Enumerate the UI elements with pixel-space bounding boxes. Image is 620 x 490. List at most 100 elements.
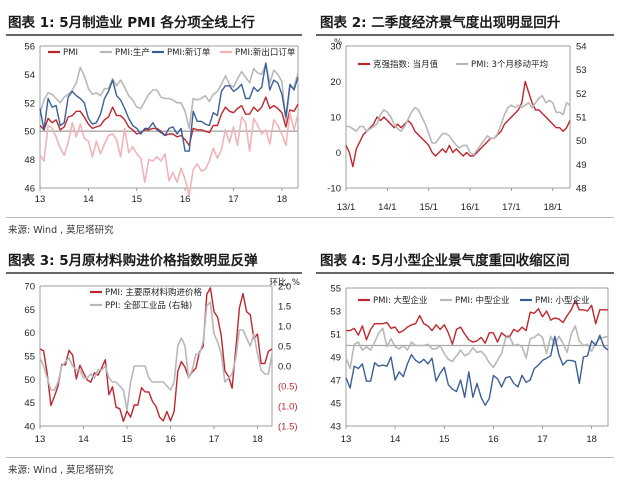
y-right-tick-label: 51	[576, 113, 587, 124]
y-tick-label: 56	[24, 42, 35, 53]
y-tick-label: 43	[330, 422, 341, 433]
x-tick-label: 13	[35, 434, 46, 445]
y-right-tick-label: 54	[576, 42, 587, 53]
x-tick-label: 13	[35, 194, 46, 205]
legend-label-1: PMI: 中型企业	[455, 295, 510, 306]
y-tick-label: 53	[330, 307, 341, 318]
y-right-tick-label: 1.0	[278, 322, 291, 333]
x-tick-label: 18	[586, 434, 597, 445]
legend-label-2: PMI: 小型企业	[535, 295, 590, 306]
legend-label-0: PMI: 大型企业	[373, 295, 428, 306]
chart-title-2: 图表 2: 二季度经济景气度出现明显回升	[320, 15, 561, 31]
y-right-tick-label: 49	[576, 160, 587, 171]
x-tick-label: 18	[277, 194, 288, 205]
x-tick-label: 17	[537, 434, 548, 445]
title-rule-4	[316, 272, 614, 274]
y-right-tick-label: 0.0	[278, 362, 291, 373]
y-tick-label: 47	[330, 376, 341, 387]
title-rule-3	[6, 272, 302, 274]
y-tick-label: 46	[24, 184, 35, 195]
y-tick-label: 45	[24, 398, 35, 409]
series-line-2	[39, 62, 299, 152]
x-tick-label: 18/1	[544, 202, 563, 213]
y-tick-label: 49	[330, 353, 341, 364]
y-right-tick-label: (0.5)	[278, 382, 298, 393]
chart-title-1: 图表 1: 5月制造业 PMI 各分项全线上行	[8, 15, 255, 31]
x-tick-label: 16	[180, 194, 191, 205]
x-tick-label: 16/1	[461, 202, 480, 213]
title-rule-2	[316, 34, 614, 36]
y-tick-label: -10	[327, 184, 341, 195]
y-tick-label: 51	[330, 330, 341, 341]
y-left-unit-label: %	[334, 38, 342, 48]
series-line-1	[39, 63, 299, 130]
source-rule-bottom	[6, 457, 614, 458]
y-tick-label: 52	[24, 98, 35, 109]
x-tick-label: 17	[209, 434, 220, 445]
y-tick-label: 45	[330, 399, 341, 410]
x-tick-label: 13/1	[337, 202, 356, 213]
y-tick-label: 30	[330, 42, 341, 53]
x-tick-label: 15	[122, 434, 133, 445]
y-tick-label: 50	[24, 375, 35, 386]
y-right-tick-label: (1.0)	[278, 402, 298, 413]
legend-label-0: PMI	[63, 48, 78, 58]
x-tick-label: 17/1	[502, 202, 521, 213]
series-line-0	[346, 300, 608, 346]
x-tick-label: 17	[228, 194, 239, 205]
y-tick-label: 54	[24, 70, 35, 81]
x-tick-label: 14/1	[378, 202, 397, 213]
x-tick-label: 15/1	[419, 202, 438, 213]
y-right-tick-label: 52	[576, 89, 587, 100]
y-tick-label: 40	[24, 422, 35, 433]
series-line-2	[345, 334, 609, 407]
series-line-3	[39, 111, 299, 196]
y-right-tick-label: 0.5	[278, 342, 291, 353]
legend-label-3: PMI:新出口订单	[235, 47, 296, 58]
chart-raw-material-prices: 40 45 50 55 60 65 70 13 14 15 16 17 18 (1.5) (1.0) (0.5…	[24, 277, 300, 445]
chart-pmi-components: 46 48 50 52 54 56 13 14 15 16 17 18 PMI PMI:生产 PMI:新订单…	[24, 42, 299, 205]
y-tick-label: 70	[24, 282, 35, 293]
y-tick-label: 0	[336, 148, 341, 159]
y-tick-label: 60	[24, 328, 35, 339]
series-line-0	[345, 80, 571, 168]
title-rule-1	[6, 34, 302, 36]
x-tick-label: 14	[390, 434, 401, 445]
legend-label-1: PPI: 全部工业品 (右轴)	[105, 300, 192, 311]
y-right-tick-label: 2.0	[278, 282, 291, 293]
y-right-tick-label: (1.5)	[278, 422, 298, 433]
y-tick-label: 55	[330, 284, 341, 295]
source-text-top: 来源: Wind , 莫尼塔研究	[8, 225, 114, 236]
y-right-tick-label: 53	[576, 65, 587, 76]
y-tick-label: 10	[330, 113, 341, 124]
x-tick-label: 16	[488, 434, 499, 445]
series-line-1	[346, 94, 571, 156]
y-tick-label: 20	[330, 77, 341, 88]
legend-label-2: PMI:新订单	[167, 47, 211, 58]
x-tick-label: 14	[83, 194, 94, 205]
plot-frame	[39, 45, 299, 189]
y-tick-label: 55	[24, 352, 35, 363]
chart-title-3: 图表 3: 5月原材料购进价格指数明显反弹	[8, 253, 258, 269]
legend-label-1: PMI:生产	[115, 47, 150, 58]
source-rule-top	[6, 217, 614, 218]
x-tick-label: 13	[341, 434, 352, 445]
series-line-0	[39, 96, 299, 147]
legend-label-0: PMI: 主要原材料购进价格	[105, 287, 203, 298]
y-right-tick-label: 50	[576, 136, 587, 147]
chart-title-4: 图表 4: 5月小型企业景气度重回收缩区间	[320, 253, 570, 269]
y-tick-label: 65	[24, 305, 35, 316]
x-tick-label: 15	[439, 434, 450, 445]
chart-keqiang-index: -10 0 10 20 30 13/1 14/1 15/1 16/1 17/1 18/1 48 49 50…	[327, 38, 587, 213]
chart-enterprise-size-pmi: 43 45 47 49 51 53 55 13 14 15 16 17 18 PMI: 大型企业 PMI: …	[330, 284, 609, 445]
y-tick-label: 50	[24, 127, 35, 138]
x-tick-label: 16	[165, 434, 176, 445]
x-tick-label: 18	[252, 434, 263, 445]
y-right-unit-label: 环比, %	[270, 277, 300, 288]
legend-label-0: 克强指数: 当月值	[373, 59, 439, 70]
source-text-bottom: 来源: Wind , 莫尼塔研究	[8, 465, 114, 476]
plot-frame	[345, 287, 609, 427]
y-right-tick-label: 1.5	[278, 302, 291, 313]
y-tick-label: 48	[24, 155, 35, 166]
y-right-tick-label: 48	[576, 184, 587, 195]
